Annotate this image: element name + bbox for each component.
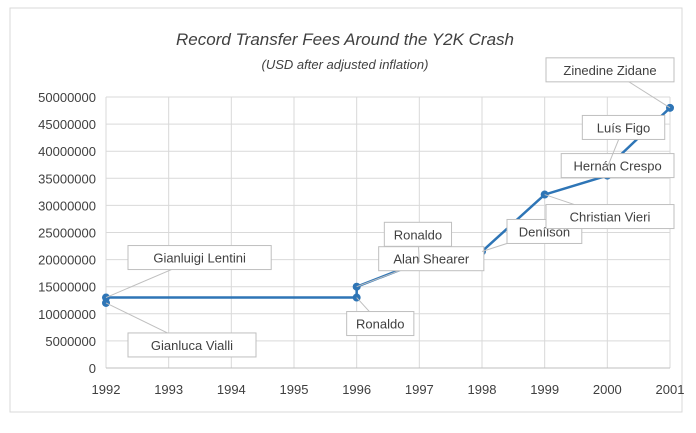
y-tick-label: 25000000: [38, 226, 96, 241]
x-tick-label: 1994: [217, 382, 246, 397]
y-tick-label: 0: [89, 361, 96, 376]
x-tick-label: 1996: [342, 382, 371, 397]
y-tick-label: 15000000: [38, 280, 96, 295]
y-tick-label: 45000000: [38, 117, 96, 132]
data-label: Alan Shearer: [393, 252, 470, 267]
data-label: Luís Figo: [597, 120, 650, 135]
data-label: Gianluigi Lentini: [153, 251, 246, 266]
x-tick-label: 1999: [530, 382, 559, 397]
data-label: Ronaldo: [356, 317, 404, 332]
data-label-box: [545, 57, 675, 83]
y-tick-label: 30000000: [38, 198, 96, 213]
data-label: Christian Vieri: [570, 210, 651, 225]
data-label: Gianluca Vialli: [151, 338, 233, 353]
y-tick-label: 40000000: [38, 144, 96, 159]
x-tick-label: 1995: [280, 382, 309, 397]
data-label: Zinedine Zidane: [563, 63, 656, 78]
data-label-box: [127, 245, 272, 271]
y-tick-label: 20000000: [38, 253, 96, 268]
data-label-box: [346, 311, 415, 337]
x-tick-label: 1998: [468, 382, 497, 397]
y-tick-label: 50000000: [38, 90, 96, 105]
data-label-box: [383, 221, 453, 247]
y-tick-label: 5000000: [45, 334, 96, 349]
data-label: Hernán Crespo: [574, 159, 662, 174]
x-tick-label: 1993: [154, 382, 183, 397]
data-label: Ronaldo: [394, 227, 442, 242]
data-label-box: [581, 114, 666, 140]
y-tick-label: 10000000: [38, 307, 96, 322]
data-label-box: [545, 204, 675, 230]
x-tick-label: 1997: [405, 382, 434, 397]
x-tick-label: 2000: [593, 382, 622, 397]
chart-subtitle: (USD after adjusted inflation): [262, 57, 429, 72]
x-tick-label: 1992: [92, 382, 121, 397]
chart-title: Record Transfer Fees Around the Y2K Cras…: [176, 30, 514, 49]
data-label-box: [127, 332, 257, 358]
x-tick-label: 2001: [656, 382, 685, 397]
y-tick-label: 35000000: [38, 171, 96, 186]
data-label-box: [560, 153, 675, 179]
